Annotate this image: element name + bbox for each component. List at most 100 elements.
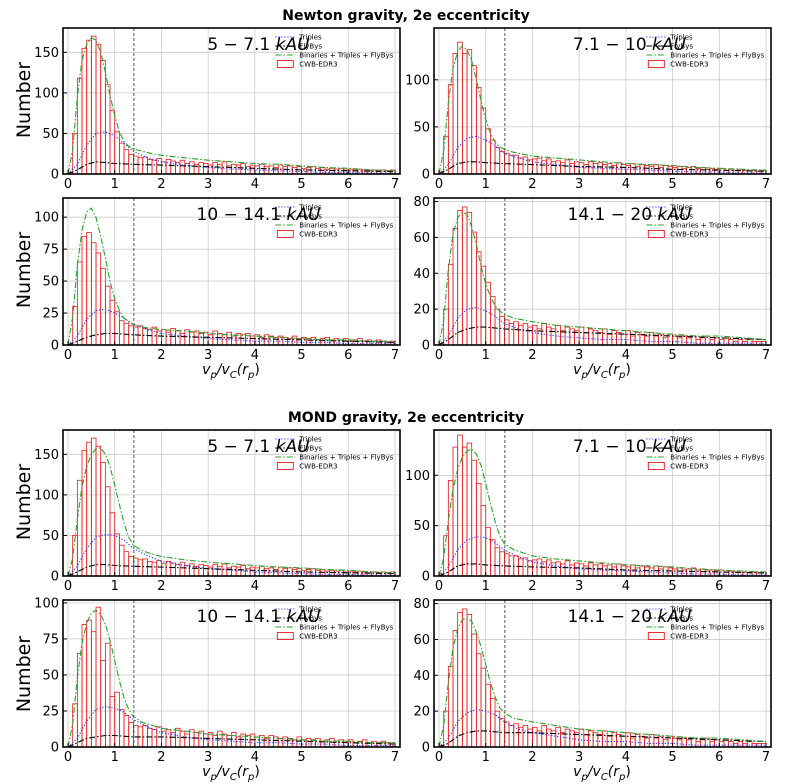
total-line xyxy=(67,609,395,748)
chart-panel-1: 0 1 2 3 4 5 6 7 0 50 100 150 5 − 7.1 kAUTriplesFlyBy… xyxy=(34,27,401,192)
histogram-bar xyxy=(123,551,130,577)
chart-panel-3: 0 1 2 3 4 5 6 7 0 25 50 75 100 10 − 14.1 kAUTriplesFl… xyxy=(34,197,401,363)
y-tick-label: 60 xyxy=(413,231,430,246)
histogram-bar xyxy=(489,539,496,577)
histogram-bar xyxy=(221,161,228,175)
legend-label: Binaries + Triples + FlyBys xyxy=(670,624,764,632)
histogram-bar xyxy=(592,163,599,175)
y-tick-label: 50 xyxy=(42,529,59,544)
histogram-bar xyxy=(597,162,603,175)
histogram-bar xyxy=(522,323,529,346)
axes-frame xyxy=(62,197,401,346)
x-tick-label: 0 xyxy=(64,348,72,363)
histogram-bar xyxy=(207,334,214,346)
legend-label: Binaries + Triples + FlyBys xyxy=(670,222,764,230)
histogram-bar xyxy=(714,337,720,346)
histogram-bar xyxy=(592,564,599,577)
x-tick-label: 4 xyxy=(251,177,259,192)
histogram-bar xyxy=(695,741,702,748)
y-tick-label: 60 xyxy=(413,633,430,648)
y-tick-label: 75 xyxy=(42,243,59,258)
histogram-bar xyxy=(639,565,645,577)
x-tick-label: 6 xyxy=(344,579,352,594)
x-tick-label: 5 xyxy=(297,579,305,594)
histogram-bar xyxy=(324,336,330,346)
y-tick-label: 0 xyxy=(422,570,430,585)
histogram-bar xyxy=(118,320,125,346)
histogram-bar xyxy=(114,533,120,577)
histogram-bar xyxy=(513,321,519,346)
x-tick-label: 4 xyxy=(251,750,259,765)
histogram-bar xyxy=(485,128,491,175)
histogram-bar xyxy=(189,331,195,346)
histogram-bar xyxy=(700,568,706,577)
histogram-bar xyxy=(142,327,148,346)
y-tick-label: 0 xyxy=(422,339,430,354)
x-tick-label: 1 xyxy=(482,579,490,594)
y-tick-label: 0 xyxy=(51,570,59,585)
histogram-bar xyxy=(630,163,636,175)
legend-label: CWB-EDR3 xyxy=(299,231,337,239)
x-tick-label: 6 xyxy=(715,177,723,192)
histogram-bar xyxy=(532,158,538,175)
histogram-bar xyxy=(184,733,190,748)
axes-frame xyxy=(433,27,772,175)
histogram-bar xyxy=(550,161,557,175)
histogram-bar xyxy=(315,167,321,175)
legend-label: CWB-EDR3 xyxy=(299,633,337,641)
histogram-bar xyxy=(128,325,134,346)
histogram-bar xyxy=(291,569,298,577)
histogram-bar xyxy=(648,332,655,346)
histogram-bar xyxy=(109,512,116,577)
x-tick-label: 7 xyxy=(762,750,770,765)
histogram-bar xyxy=(231,565,237,577)
histogram-bar xyxy=(305,569,312,577)
histogram-bar xyxy=(518,324,524,346)
histogram-bar xyxy=(546,559,552,577)
histogram-bar xyxy=(245,735,251,748)
histogram-bar xyxy=(268,165,274,175)
range-annotation: 10 − 14.1 kAU xyxy=(197,607,321,627)
legend-label: Triples xyxy=(669,204,693,212)
histogram-bar xyxy=(165,561,172,577)
histogram-bar xyxy=(676,739,683,748)
histogram-bar xyxy=(499,717,505,748)
axes-frame xyxy=(62,27,401,175)
histogram-bar xyxy=(81,624,88,748)
histogram-bar xyxy=(653,335,659,346)
x-tick-label: 2 xyxy=(528,750,536,765)
histogram-bar xyxy=(746,741,753,748)
x-axis-label: vp/vC(rp) xyxy=(202,764,260,783)
legend-label: Binaries + Triples + FlyBys xyxy=(299,222,393,230)
histogram-bar xyxy=(709,339,716,346)
histogram-bar xyxy=(672,737,678,748)
x-tick-label: 5 xyxy=(668,177,676,192)
legend-label: Binaries + Triples + FlyBys xyxy=(299,454,393,462)
histogram-bar xyxy=(532,324,538,346)
range-annotation: 7.1 − 10 kAU xyxy=(573,35,687,55)
axes-frame xyxy=(433,599,772,748)
histogram-bar xyxy=(569,564,575,577)
histogram-bar xyxy=(329,167,335,175)
x-tick-label: 0 xyxy=(64,750,72,765)
range-annotation: 14.1 − 20 kAU xyxy=(568,205,692,225)
legend-label: FlyBys xyxy=(299,43,322,51)
histogram-bar xyxy=(128,722,134,748)
histogram-bar xyxy=(161,161,167,175)
x-axis-label: vp/vC(rp) xyxy=(202,362,260,381)
histogram-bar xyxy=(569,163,575,175)
histogram-bar xyxy=(485,527,491,577)
histogram-bar xyxy=(147,561,153,577)
histogram-bar xyxy=(480,667,487,748)
histogram-bar xyxy=(728,339,734,346)
histogram-bar xyxy=(179,159,186,175)
histogram-bar xyxy=(305,737,312,748)
y-tick-label: 50 xyxy=(42,275,59,290)
legend-label: FlyBys xyxy=(299,445,322,453)
histogram-bar xyxy=(193,732,200,748)
y-tick-label: 100 xyxy=(34,86,59,101)
histogram-bar xyxy=(681,737,687,748)
histogram-bar xyxy=(494,710,501,748)
histogram-bar xyxy=(602,328,608,346)
histogram-bar xyxy=(639,164,645,175)
